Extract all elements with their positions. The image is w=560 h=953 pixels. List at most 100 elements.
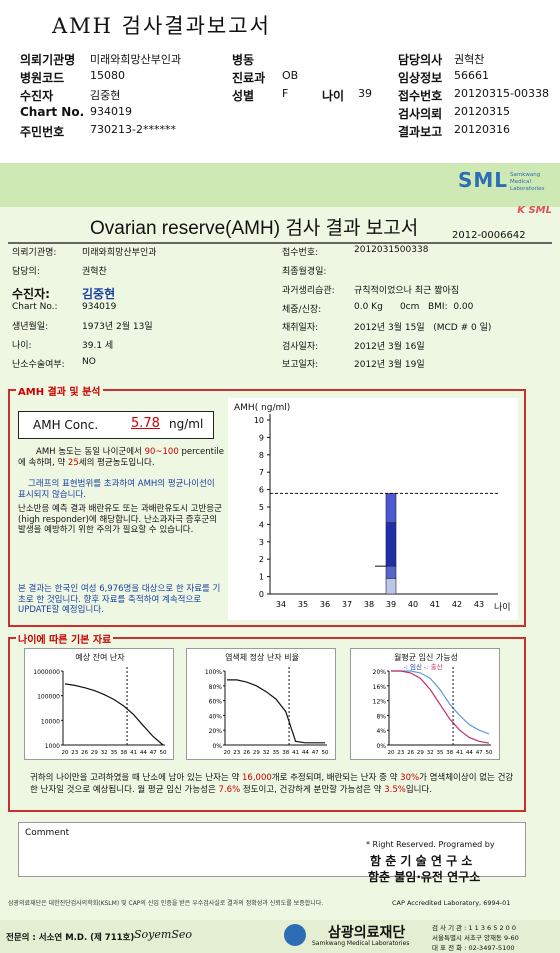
header-label: 성별 [232,89,255,103]
info-label: 수진자: [12,287,50,301]
header-label: 병원코드 [20,71,65,85]
x-tick-label: 23 [71,750,78,756]
series-line [391,670,490,735]
age-summary: 귀하의 나이만을 고려하였을 때 난소에 남아 있는 난자는 약 16,000개… [30,772,520,796]
header-value: 56661 [454,69,489,82]
accreditation-note: 삼광의료재단은 대한진단검사의학회(KSLM) 및 CAP의 신임 인증을 받은… [8,900,324,907]
x-tick-label: 47 [476,750,483,756]
report-title: Ovarian reserve(AMH) 검사 결과 보고서 [90,218,419,239]
info-label: 의뢰기관명: [12,248,57,258]
header-row: 주민번호 730213-2****** 결과보고 20120316 [20,123,550,141]
sb: 16,000 [242,773,272,783]
info-value: 권혁찬 [82,267,107,277]
x-tick-label: 26 [243,750,250,756]
info-label: 최종월경일: [282,267,327,277]
y-tick-label: 10000 [41,718,60,725]
info-label: 체중/신장: [282,305,322,315]
y-tick-label: 4% [376,728,386,735]
chart-title: 예상 잔여 난자 [75,652,125,662]
info-label: 과거생리습관: [282,286,335,296]
x-tick-label: 41 [456,750,463,756]
amh-conc-value: 5.78 [131,416,160,431]
info-label: 보고일자: [282,360,319,370]
header-value: 934019 [90,105,132,118]
x-tick-label: 47 [312,750,319,756]
amh-paragraph-1: AMH 농도는 동일 나이군에서 90~100 percentile에 속하며,… [18,447,224,468]
amh-result-box [8,389,526,627]
y-tick-label: 20% [373,669,387,676]
x-tick-label: 26 [407,750,414,756]
y-tick-label: 10 [254,416,264,425]
y-tick-label: 0% [376,743,386,750]
contact-3: 대 표 전 화 : 02-3497-5100 [432,944,515,952]
sa: 귀하의 나이만을 고려하였을 때 난소에 남아 있는 난자는 약 [30,773,240,783]
header-value: 권혁찬 [454,53,485,66]
info-value: 1973년 2월 13일 [82,322,153,332]
y-tick-label: 1 [259,573,264,582]
x-tick-label: 44 [466,750,473,756]
info-value: 39.1 세 [82,341,114,351]
chart-title: 염색체 정상 난자 비율 [225,652,299,662]
header-label: 병동 [232,53,255,67]
info-value: 김중현 [82,287,116,301]
bar-segment [385,578,397,595]
chart-bg [228,398,518,620]
header-row: 수진자 김중현 성별 F 나이 39 접수번호 20120315-00338 [20,87,550,105]
x-tick-label: 32 [101,750,108,756]
header-label: 임상정보 [398,71,443,85]
y-tick-label: 60% [209,699,223,706]
header-value: 20120316 [454,123,510,136]
y-tick-label: 4 [259,520,264,529]
contact-1: 검 사 기 관 : 1 1 3 6 5 2 0 0 [432,924,516,932]
comment-box: Comment [18,822,526,877]
header-value: 39 [358,87,372,100]
sg: 정도이고, 건강하게 분만할 가능성은 약 [242,785,382,795]
amh-paragraph-3: 난소반응 예측 결과 배란유도 또는 과배란유도시 고반응군 (high res… [18,504,222,535]
y-tick-label: 8% [376,713,386,720]
amh-section-title: AMH 결과 및 분석 [16,383,103,398]
org-1: 함 춘 기 술 연 구 소 [370,854,473,868]
x-tick-label: 26 [81,750,88,756]
amh-conc-box: AMH Conc. 5.78 ng/ml [18,411,214,439]
series-line [64,683,164,746]
info-value: 934019 [82,302,117,312]
header-row: 병원코드 15080 진료과 OB 임상정보 56661 [20,69,550,87]
x-tick-label: 20 [224,750,231,756]
header-value: 미래와희망산부인과 [90,53,182,66]
lab-emblem-icon [284,924,306,946]
header-label: 검사의뢰 [398,107,443,121]
x-tick-label: 41 [292,750,299,756]
x-axis-label: 나이 [494,602,511,613]
divider [8,242,552,244]
info-label: 생년월일: [12,322,49,332]
info-label: 채취일자: [282,323,319,333]
header-value: OB [282,69,299,82]
info-value: 미래와희망산부인과 [82,248,157,258]
org-2: 함춘 불임·유전 연구소 [368,870,481,884]
header-label: 주민번호 [20,125,65,139]
header-label: 수진자 [20,89,54,103]
x-tick-label: 29 [91,750,98,756]
header-row: 의뢰기관명 미래와희망산부인과 병동 담당의사 권혁찬 [20,51,550,69]
y-tick-label: 9 [259,433,264,442]
y-tick-label: 80% [209,684,223,691]
chart-bg [25,649,173,759]
y-tick-label: 7 [259,468,264,477]
header-value: 730213-2****** [90,123,176,136]
p1c: percentile에 속하며, 약 [18,447,224,468]
x-tick-label: 35 [111,750,118,756]
y-tick-label: 3 [259,538,264,547]
x-tick-label: 38 [446,750,453,756]
x-tick-label: 29 [417,750,424,756]
x-tick-label: 20 [62,750,69,756]
info-value: 2012031500338 [354,245,429,255]
doctor-signature: SoyemSeo [134,928,192,941]
y-tick-label: 100000 [37,694,60,701]
x-tick-label: 37 [342,600,352,609]
x-tick-label: 20 [388,750,395,756]
header-label: Chart No. [20,105,85,119]
bar-segment [385,565,397,579]
